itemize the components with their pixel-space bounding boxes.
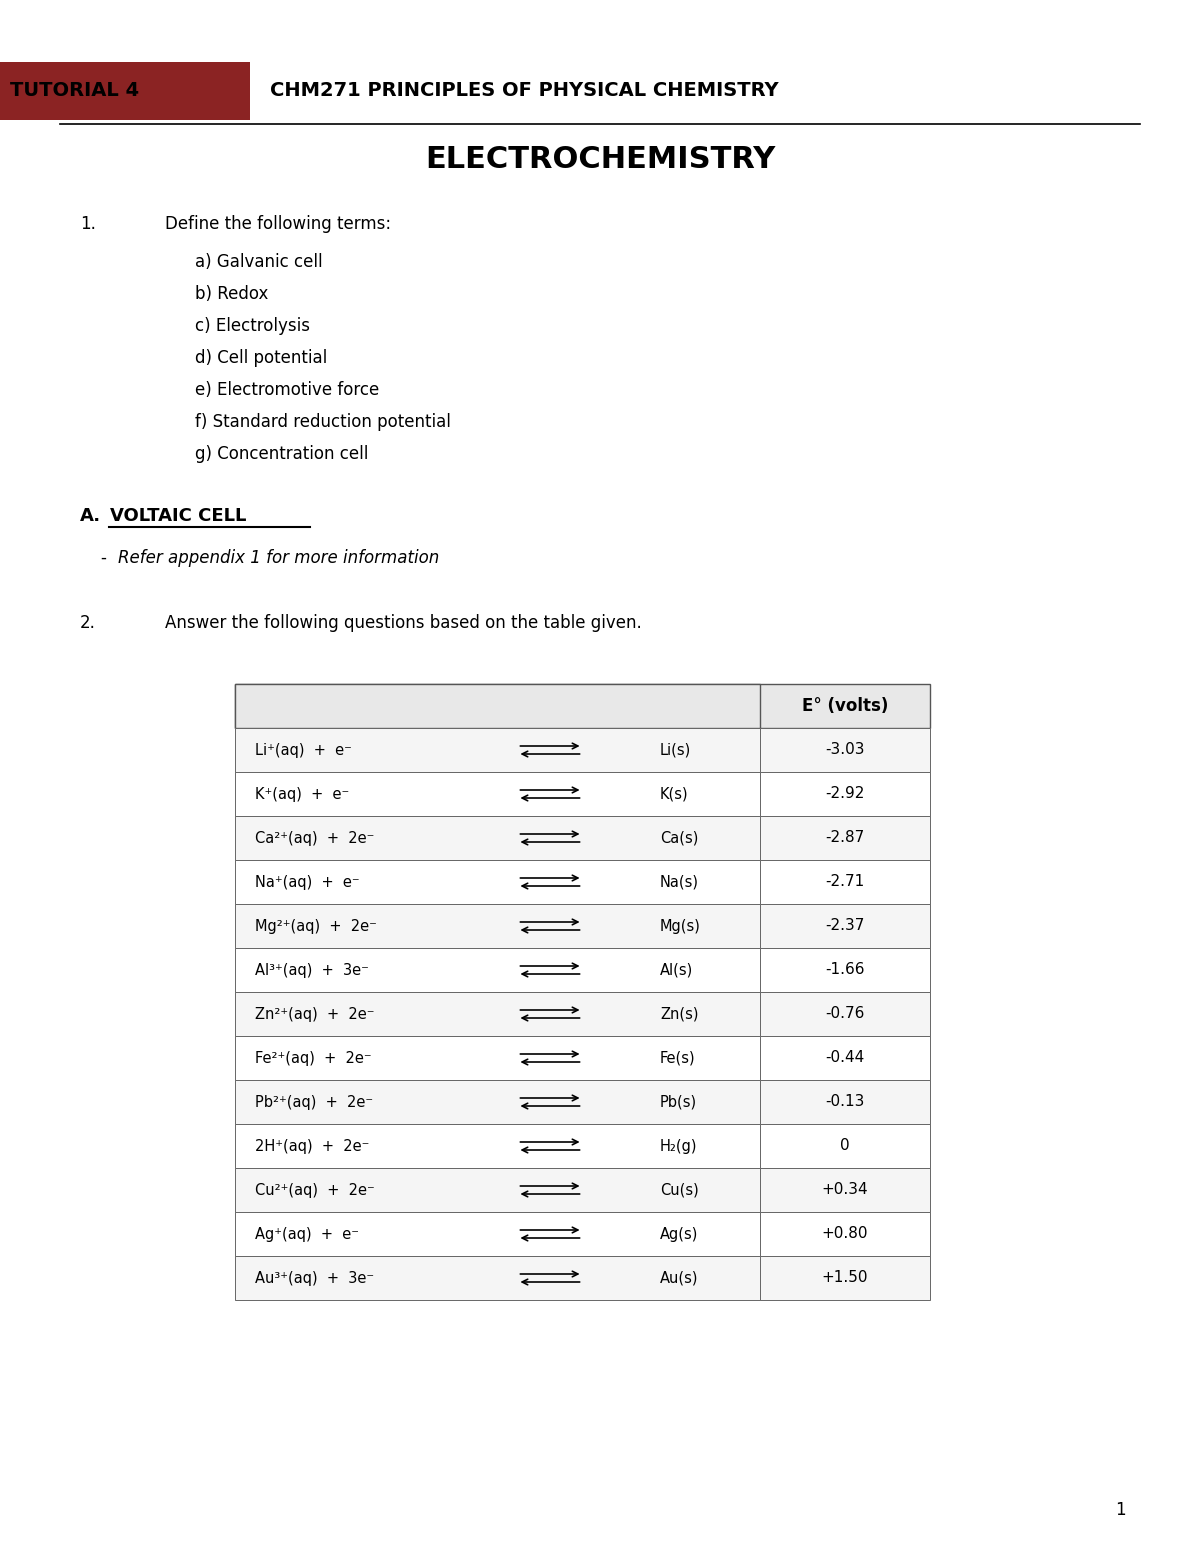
Text: A.: A. — [80, 506, 101, 525]
Text: K⁺(aq)  +  e⁻: K⁺(aq) + e⁻ — [256, 786, 349, 801]
FancyBboxPatch shape — [235, 1168, 760, 1211]
Text: Zn²⁺(aq)  +  2e⁻: Zn²⁺(aq) + 2e⁻ — [256, 1006, 374, 1022]
Text: a) Galvanic cell: a) Galvanic cell — [194, 253, 323, 272]
Text: ELECTROCHEMISTRY: ELECTROCHEMISTRY — [425, 146, 775, 174]
Text: -0.13: -0.13 — [826, 1095, 865, 1109]
Text: 1: 1 — [1115, 1502, 1126, 1519]
Text: -1.66: -1.66 — [826, 963, 865, 977]
Text: Ag(s): Ag(s) — [660, 1227, 698, 1241]
Text: g) Concentration cell: g) Concentration cell — [194, 446, 368, 463]
Text: -2.71: -2.71 — [826, 874, 865, 890]
FancyBboxPatch shape — [760, 1168, 930, 1211]
FancyBboxPatch shape — [760, 904, 930, 947]
Text: 0: 0 — [840, 1138, 850, 1154]
FancyBboxPatch shape — [760, 992, 930, 1036]
FancyBboxPatch shape — [760, 1211, 930, 1256]
Text: Define the following terms:: Define the following terms: — [166, 214, 391, 233]
Text: Pb(s): Pb(s) — [660, 1095, 697, 1109]
Text: Cu²⁺(aq)  +  2e⁻: Cu²⁺(aq) + 2e⁻ — [256, 1182, 374, 1197]
Text: Cu(s): Cu(s) — [660, 1182, 698, 1197]
Text: Al(s): Al(s) — [660, 963, 694, 977]
Text: Answer the following questions based on the table given.: Answer the following questions based on … — [166, 613, 642, 632]
FancyBboxPatch shape — [235, 1211, 760, 1256]
FancyBboxPatch shape — [235, 815, 760, 860]
Text: Refer appendix 1 for more information: Refer appendix 1 for more information — [118, 550, 439, 567]
Text: H₂(g): H₂(g) — [660, 1138, 697, 1154]
FancyBboxPatch shape — [760, 772, 930, 815]
Text: 1.: 1. — [80, 214, 96, 233]
FancyBboxPatch shape — [235, 772, 760, 815]
FancyBboxPatch shape — [235, 1256, 760, 1300]
Text: c) Electrolysis: c) Electrolysis — [194, 317, 310, 335]
Text: Fe²⁺(aq)  +  2e⁻: Fe²⁺(aq) + 2e⁻ — [256, 1050, 372, 1065]
Text: Zn(s): Zn(s) — [660, 1006, 698, 1022]
Text: f) Standard reduction potential: f) Standard reduction potential — [194, 413, 451, 432]
Text: Na(s): Na(s) — [660, 874, 698, 890]
Text: Li⁺(aq)  +  e⁻: Li⁺(aq) + e⁻ — [256, 742, 352, 758]
Text: -2.87: -2.87 — [826, 831, 865, 845]
Text: Mg(s): Mg(s) — [660, 918, 701, 933]
Text: Na⁺(aq)  +  e⁻: Na⁺(aq) + e⁻ — [256, 874, 360, 890]
Text: -: - — [100, 550, 106, 567]
Text: Fe(s): Fe(s) — [660, 1050, 696, 1065]
FancyBboxPatch shape — [235, 860, 760, 904]
FancyBboxPatch shape — [235, 683, 930, 728]
FancyBboxPatch shape — [235, 1079, 760, 1124]
Text: b) Redox: b) Redox — [194, 286, 269, 303]
FancyBboxPatch shape — [235, 1036, 760, 1079]
Text: Ag⁺(aq)  +  e⁻: Ag⁺(aq) + e⁻ — [256, 1227, 359, 1241]
Text: TUTORIAL 4: TUTORIAL 4 — [11, 81, 139, 101]
FancyBboxPatch shape — [760, 1079, 930, 1124]
Text: 2H⁺(aq)  +  2e⁻: 2H⁺(aq) + 2e⁻ — [256, 1138, 370, 1154]
FancyBboxPatch shape — [0, 62, 250, 120]
Text: CHM271 PRINCIPLES OF PHYSICAL CHEMISTRY: CHM271 PRINCIPLES OF PHYSICAL CHEMISTRY — [270, 81, 779, 101]
Text: +0.34: +0.34 — [822, 1182, 869, 1197]
FancyBboxPatch shape — [760, 1036, 930, 1079]
FancyBboxPatch shape — [235, 683, 760, 728]
Text: Mg²⁺(aq)  +  2e⁻: Mg²⁺(aq) + 2e⁻ — [256, 918, 377, 933]
FancyBboxPatch shape — [235, 992, 760, 1036]
FancyBboxPatch shape — [760, 728, 930, 772]
Text: Li(s): Li(s) — [660, 742, 691, 758]
Text: +1.50: +1.50 — [822, 1270, 869, 1286]
Text: -2.37: -2.37 — [826, 918, 865, 933]
FancyBboxPatch shape — [760, 815, 930, 860]
FancyBboxPatch shape — [760, 1124, 930, 1168]
Text: Ca(s): Ca(s) — [660, 831, 698, 845]
Text: +0.80: +0.80 — [822, 1227, 869, 1241]
Text: Al³⁺(aq)  +  3e⁻: Al³⁺(aq) + 3e⁻ — [256, 963, 368, 977]
Text: Ca²⁺(aq)  +  2e⁻: Ca²⁺(aq) + 2e⁻ — [256, 831, 374, 845]
Text: Au(s): Au(s) — [660, 1270, 698, 1286]
Text: E° (volts): E° (volts) — [802, 697, 888, 714]
Text: e) Electromotive force: e) Electromotive force — [194, 380, 379, 399]
FancyBboxPatch shape — [235, 904, 760, 947]
Text: -3.03: -3.03 — [826, 742, 865, 758]
Text: Pb²⁺(aq)  +  2e⁻: Pb²⁺(aq) + 2e⁻ — [256, 1095, 373, 1109]
Text: 2.: 2. — [80, 613, 96, 632]
Text: d) Cell potential: d) Cell potential — [194, 349, 328, 367]
FancyBboxPatch shape — [235, 947, 760, 992]
FancyBboxPatch shape — [235, 1124, 760, 1168]
Text: K(s): K(s) — [660, 786, 689, 801]
Text: -0.76: -0.76 — [826, 1006, 865, 1022]
FancyBboxPatch shape — [235, 728, 760, 772]
FancyBboxPatch shape — [760, 1256, 930, 1300]
Text: -0.44: -0.44 — [826, 1050, 865, 1065]
FancyBboxPatch shape — [760, 860, 930, 904]
Text: VOLTAIC CELL: VOLTAIC CELL — [110, 506, 246, 525]
FancyBboxPatch shape — [760, 947, 930, 992]
Text: -2.92: -2.92 — [826, 786, 865, 801]
Text: Au³⁺(aq)  +  3e⁻: Au³⁺(aq) + 3e⁻ — [256, 1270, 374, 1286]
